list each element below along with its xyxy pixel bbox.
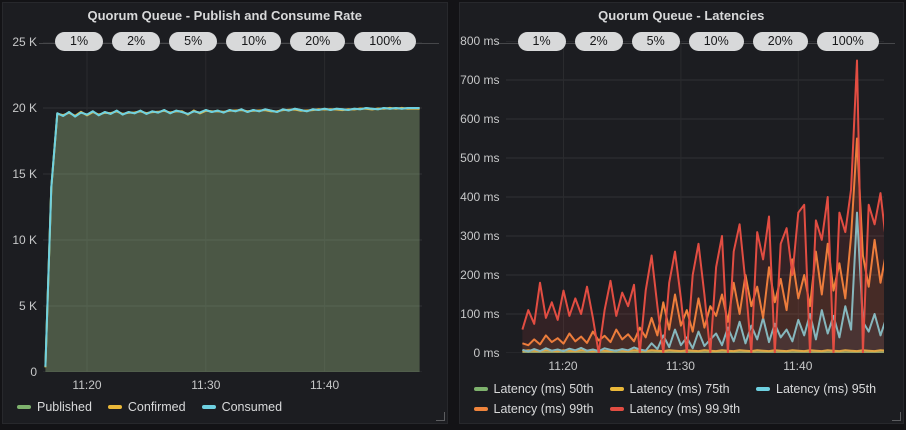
legend-label: Published <box>37 400 92 414</box>
chart-plot-area[interactable] <box>505 41 884 353</box>
y-tick-label: 400 ms <box>460 190 500 204</box>
x-tick-label: 11:20 <box>548 359 578 373</box>
legend-swatch <box>473 387 488 391</box>
y-tick-label: 600 ms <box>460 112 500 126</box>
annotation-marker[interactable]: 5% <box>631 32 680 51</box>
legend-label: Confirmed <box>127 400 186 414</box>
legend-label: Latency (ms) 95th <box>776 382 877 396</box>
panel-latencies: Quorum Queue - Latencies 1% 2% 5% 10% 20% 100… <box>458 2 904 424</box>
x-tick-label: 11:30 <box>191 378 221 392</box>
x-tick-label: 11:40 <box>310 378 340 392</box>
legend-swatch <box>473 407 488 411</box>
y-tick-label: 500 ms <box>460 151 500 165</box>
legend: Published Confirmed Consumed <box>17 400 282 414</box>
y-axis-labels: 0 ms 100 ms 200 ms 300 ms 400 ms 500 ms 600 ms… <box>460 34 500 360</box>
panel-title[interactable]: Quorum Queue - Publish and Consume Rate <box>87 8 362 23</box>
x-tick-label: 11:30 <box>665 359 695 373</box>
panel-resize-handle[interactable] <box>435 412 445 421</box>
annotation-marker[interactable]: 2% <box>574 32 623 51</box>
annotation-marker[interactable]: 2% <box>112 32 161 51</box>
annotation-marker[interactable]: 100% <box>354 32 417 51</box>
panel-publish-consume-rate: Quorum Queue - Publish and Consume Rate … <box>2 2 448 424</box>
annotation-pills: 1% 2% 5% 10% 20% 100% <box>517 32 879 51</box>
legend-item[interactable]: Published <box>17 400 92 414</box>
annotation-marker[interactable]: 1% <box>517 32 566 51</box>
x-axis-labels: 11:20 11:30 11:40 <box>43 378 422 394</box>
chart-canvas <box>505 41 884 353</box>
legend-label: Consumed <box>221 400 283 414</box>
panel-title[interactable]: Quorum Queue - Latencies <box>598 8 765 23</box>
annotation-marker[interactable]: 10% <box>226 32 282 51</box>
legend-label: Latency (ms) 99th <box>493 402 594 416</box>
y-tick-label: 200 ms <box>460 268 500 282</box>
annotation-marker[interactable]: 100% <box>816 32 879 51</box>
chart-plot-area[interactable] <box>43 42 422 372</box>
y-tick-label: 10 K <box>12 233 37 247</box>
annotation-marker[interactable]: 20% <box>752 32 808 51</box>
legend: Latency (ms) 50th Latency (ms) 75th Latenc… <box>473 382 876 416</box>
legend-swatch <box>609 387 624 391</box>
y-tick-label: 15 K <box>12 167 37 181</box>
y-tick-label: 25 K <box>12 35 37 49</box>
y-tick-label: 700 ms <box>460 73 500 87</box>
legend-swatch <box>756 387 771 391</box>
y-tick-label: 0 <box>30 365 37 379</box>
y-tick-label: 800 ms <box>460 34 500 48</box>
y-tick-label: 100 ms <box>460 307 500 321</box>
legend-label: Latency (ms) 50th <box>493 382 594 396</box>
legend-swatch <box>609 407 624 411</box>
legend-item[interactable]: Confirmed <box>107 400 186 414</box>
legend-label: Latency (ms) 75th <box>629 382 730 396</box>
y-axis-labels: 0 5 K 10 K 15 K 20 K 25 K <box>3 35 37 379</box>
y-tick-label: 300 ms <box>460 229 500 243</box>
panel-resize-handle[interactable] <box>892 412 901 421</box>
annotation-marker[interactable]: 20% <box>290 32 346 51</box>
legend-swatch <box>17 405 31 409</box>
legend-item[interactable]: Latency (ms) 99.9th <box>609 402 741 416</box>
x-axis-labels: 11:20 11:30 11:40 <box>506 359 884 375</box>
annotation-pills: 1% 2% 5% 10% 20% 100% <box>55 32 417 51</box>
y-tick-label: 20 K <box>12 101 37 115</box>
legend-item[interactable]: Latency (ms) 75th <box>609 382 740 396</box>
x-tick-label: 11:20 <box>72 378 102 392</box>
legend-swatch <box>107 405 122 409</box>
chart-canvas <box>43 42 422 372</box>
y-tick-label: 5 K <box>18 299 37 313</box>
x-tick-label: 11:40 <box>783 359 813 373</box>
legend-label: Latency (ms) 99.9th <box>629 402 741 416</box>
legend-item[interactable]: Latency (ms) 95th <box>756 382 876 396</box>
legend-item[interactable]: Consumed <box>201 400 283 414</box>
y-tick-label: 0 ms <box>473 346 500 360</box>
legend-item[interactable]: Latency (ms) 50th <box>473 382 594 396</box>
annotation-marker[interactable]: 1% <box>55 32 104 51</box>
annotation-marker[interactable]: 10% <box>688 32 744 51</box>
legend-swatch <box>201 405 216 409</box>
legend-item[interactable]: Latency (ms) 99th <box>473 402 594 416</box>
annotation-marker[interactable]: 5% <box>169 32 218 51</box>
